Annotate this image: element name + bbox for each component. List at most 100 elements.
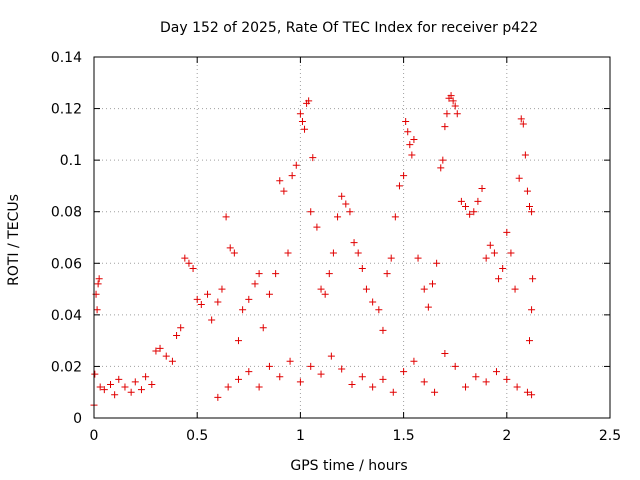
data-point-marker xyxy=(453,110,461,118)
data-point-marker xyxy=(280,187,288,195)
chart-title: Day 152 of 2025, Rate Of TEC Index for r… xyxy=(160,20,538,36)
x-tick-label: 1.5 xyxy=(392,428,414,444)
data-point-marker xyxy=(420,378,428,386)
data-point-marker xyxy=(245,295,253,303)
data-point-marker xyxy=(492,368,500,376)
data-point-marker xyxy=(334,213,342,221)
data-point-marker xyxy=(523,388,531,396)
data-point-marker xyxy=(259,324,267,332)
data-point-marker xyxy=(406,141,414,149)
data-point-marker xyxy=(389,388,397,396)
data-point-marker xyxy=(95,275,103,283)
data-point-marker xyxy=(348,380,356,388)
data-point-marker xyxy=(309,154,317,162)
data-point-marker xyxy=(437,164,445,172)
data-point-marker xyxy=(529,275,537,283)
data-point-marker xyxy=(204,290,212,298)
data-point-marker xyxy=(369,383,377,391)
data-point-marker xyxy=(189,264,197,272)
data-point-marker xyxy=(507,249,515,257)
data-point-marker xyxy=(234,375,242,383)
x-tick-label: 0.5 xyxy=(186,428,208,444)
data-point-marker xyxy=(342,200,350,208)
data-point-marker xyxy=(245,368,253,376)
data-point-marker xyxy=(152,347,160,355)
data-point-marker xyxy=(327,352,335,360)
data-point-marker xyxy=(107,380,115,388)
data-point-marker xyxy=(402,117,410,125)
data-point-marker xyxy=(288,172,296,180)
data-point-marker xyxy=(528,391,536,399)
data-point-marker xyxy=(528,208,536,216)
data-point-marker xyxy=(156,344,164,352)
data-point-marker xyxy=(276,373,284,381)
data-point-marker xyxy=(317,285,325,293)
y-tick-label: 0.04 xyxy=(51,308,82,324)
data-point-marker xyxy=(177,324,185,332)
data-point-marker xyxy=(424,303,432,311)
plot-frame xyxy=(93,56,611,419)
y-tick-label: 0.14 xyxy=(51,50,82,66)
data-point-marker xyxy=(121,383,129,391)
data-point-marker xyxy=(346,208,354,216)
data-point-marker xyxy=(431,388,439,396)
data-point-marker xyxy=(358,373,366,381)
data-point-marker xyxy=(511,285,519,293)
data-point-marker xyxy=(251,280,259,288)
data-point-marker xyxy=(307,208,315,216)
data-point-marker xyxy=(338,192,346,200)
data-point-marker xyxy=(414,254,422,262)
data-point-marker xyxy=(517,115,525,123)
data-point-marker xyxy=(115,375,123,383)
data-point-marker xyxy=(503,375,511,383)
data-point-marker xyxy=(94,280,102,288)
data-point-marker xyxy=(137,386,145,394)
data-point-marker xyxy=(218,285,226,293)
data-point-marker xyxy=(239,306,247,314)
y-tick-label: 0.12 xyxy=(51,102,82,118)
data-point-marker xyxy=(410,357,418,365)
data-point-marker xyxy=(519,120,527,128)
grid-lines xyxy=(94,57,610,418)
data-point-marker xyxy=(428,280,436,288)
data-point-marker xyxy=(410,136,418,144)
data-point-marker xyxy=(93,306,101,314)
data-point-marker xyxy=(478,185,486,193)
x-axis-label: GPS time / hours xyxy=(290,458,407,474)
data-point-marker xyxy=(521,151,529,159)
data-point-marker xyxy=(433,259,441,267)
data-point-marker xyxy=(482,378,490,386)
data-point-marker xyxy=(441,123,449,131)
data-point-marker xyxy=(91,370,99,378)
data-point-marker xyxy=(338,365,346,373)
data-point-marker xyxy=(499,264,507,272)
data-point-marker xyxy=(321,290,329,298)
data-point-marker xyxy=(400,368,408,376)
data-point-marker xyxy=(503,228,511,236)
data-point-marker xyxy=(265,290,273,298)
data-point-marker xyxy=(298,117,306,125)
y-tick-label: 0.08 xyxy=(51,205,82,221)
data-point-marker xyxy=(443,110,451,118)
x-tick-label: 2 xyxy=(502,428,511,444)
data-point-marker xyxy=(197,301,205,309)
x-tick-label: 1 xyxy=(296,428,305,444)
data-point-marker xyxy=(400,172,408,180)
data-points xyxy=(90,92,537,409)
data-point-marker xyxy=(185,259,193,267)
data-point-marker xyxy=(255,383,263,391)
data-point-marker xyxy=(292,161,300,169)
data-point-marker xyxy=(470,208,478,216)
data-point-marker xyxy=(168,357,176,365)
data-point-marker xyxy=(214,298,222,306)
data-point-marker xyxy=(387,254,395,262)
data-point-marker xyxy=(462,203,470,211)
data-point-marker xyxy=(404,128,412,136)
data-point-marker xyxy=(441,350,449,358)
data-point-marker xyxy=(354,249,362,257)
data-point-marker xyxy=(100,386,108,394)
data-point-marker xyxy=(131,378,139,386)
y-tick-label: 0.02 xyxy=(51,359,82,375)
y-axis-label: ROTI / TECUs xyxy=(6,194,22,286)
data-point-marker xyxy=(173,331,181,339)
